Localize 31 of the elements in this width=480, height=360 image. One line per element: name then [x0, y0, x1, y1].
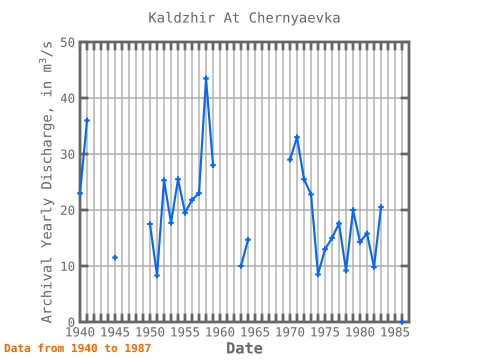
x-tick-label: 1975 — [311, 327, 340, 337]
x-tick-label: 1970 — [276, 327, 304, 337]
x-tick-label: 1965 — [241, 327, 270, 337]
y-tick-label: 50 — [60, 38, 74, 47]
point — [153, 272, 161, 280]
x-tick-label: 1940 — [66, 327, 94, 337]
text: Data from 1940 to 1987 — [4, 344, 150, 352]
x-tick-label: 1980 — [346, 327, 374, 337]
point — [83, 116, 91, 124]
point — [286, 156, 294, 164]
point — [328, 234, 336, 242]
x-axis-title: Date — [227, 342, 262, 354]
y-tick-label: 40 — [60, 94, 74, 103]
point — [111, 254, 119, 262]
point — [146, 220, 154, 228]
point — [188, 196, 196, 204]
y-tick-label: 20 — [61, 206, 74, 215]
point — [237, 262, 245, 270]
x-tick-label: 1985 — [381, 327, 410, 337]
y-tick-label: 10 — [62, 262, 74, 271]
x-tick-label: 1960 — [206, 327, 234, 337]
point — [356, 238, 364, 246]
y-tick-label: 0 — [68, 318, 74, 327]
x-tick-label: 1945 — [101, 327, 130, 337]
x-tick-label: 1950 — [136, 327, 164, 337]
x-tick-label: 1955 — [171, 327, 200, 337]
y-tick-label: 30 — [60, 150, 74, 159]
chart-title: Kaldzhir At Chernyaevka — [149, 12, 340, 26]
y-axis-title: Archival Yearly Discharge, in m$^{3}$/s — [38, 42, 54, 324]
point — [314, 270, 322, 278]
point — [363, 230, 371, 238]
